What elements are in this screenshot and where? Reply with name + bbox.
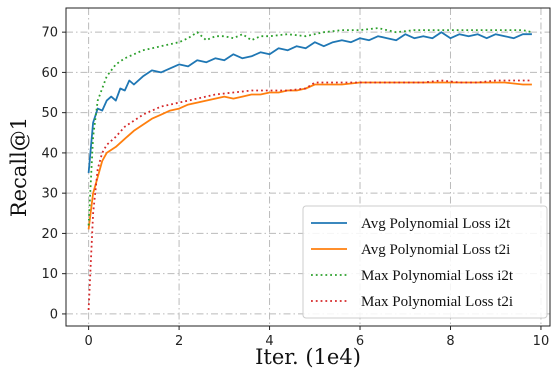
x-tick-label: 6 xyxy=(356,334,364,349)
x-tick-label: 0 xyxy=(84,334,92,349)
series-line-1 xyxy=(87,31,532,174)
x-tick-label: 8 xyxy=(446,334,454,349)
y-tick-label: 40 xyxy=(41,146,58,161)
legend-label: Avg Polynomial Loss t2i xyxy=(361,242,510,258)
y-tick-label: 30 xyxy=(41,187,58,202)
series-line-3 xyxy=(87,27,533,226)
x-tick-label: 4 xyxy=(265,334,273,349)
series-line-4 xyxy=(87,79,532,310)
x-axis-ticks: 0 2 4 6 8 10 xyxy=(84,326,549,349)
legend-label: Max Polynomial Loss i2t xyxy=(361,268,514,284)
x-tick-label: 10 xyxy=(533,334,550,349)
legend-label: Max Polynomial Loss t2i xyxy=(361,294,513,310)
legend-box xyxy=(302,205,548,319)
y-tick-label: 20 xyxy=(41,227,58,242)
y-tick-label: 50 xyxy=(41,106,58,121)
y-axis-ticks: 0 10 20 30 40 50 60 70 xyxy=(41,26,66,322)
y-tick-label: 10 xyxy=(41,267,58,282)
y-tick-label: 60 xyxy=(41,66,58,81)
series-layer xyxy=(87,27,533,310)
legend: Avg Polynomial Loss i2t Avg Polynomial Lo… xyxy=(302,205,548,319)
plot-frame xyxy=(65,7,551,327)
y-axis-title: Recall@1 xyxy=(7,117,31,217)
x-axis-title: Iter. (1e4) xyxy=(255,345,361,369)
x-tick-label: 2 xyxy=(175,334,183,349)
y-tick-label: 70 xyxy=(41,26,58,41)
y-tick-label: 0 xyxy=(50,307,58,322)
legend-label: Avg Polynomial Loss i2t xyxy=(361,216,511,232)
series-line-2 xyxy=(87,81,532,230)
